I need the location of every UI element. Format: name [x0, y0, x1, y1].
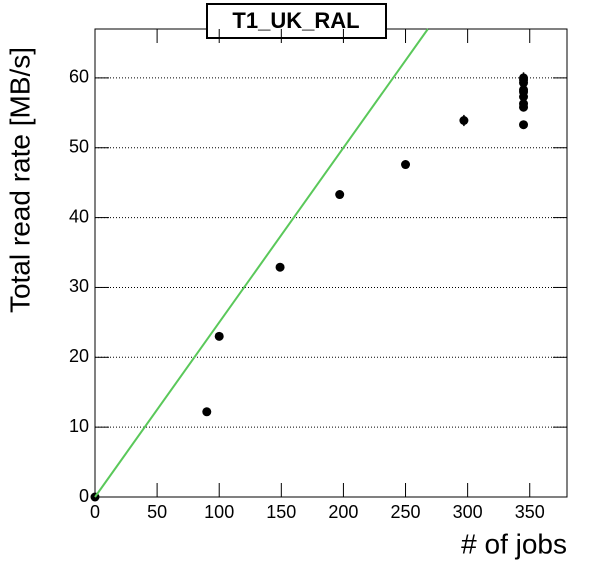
data-point	[275, 262, 285, 272]
data-point	[519, 120, 529, 130]
y-tick-label: 20	[69, 346, 89, 366]
y-tick-label: 30	[69, 276, 89, 296]
data-point	[214, 331, 224, 341]
chart-title: T1_UK_RAL	[232, 8, 359, 33]
data-point	[519, 73, 529, 83]
y-tick-label: 50	[69, 136, 89, 156]
data-point	[459, 116, 469, 126]
y-tick-label: 60	[69, 67, 89, 87]
y-axis-title: Total read rate [MB/s]	[4, 47, 35, 313]
y-tick-label: 0	[79, 486, 89, 506]
x-tick-label: 50	[147, 502, 167, 522]
data-point	[519, 85, 529, 95]
data-point	[202, 407, 212, 417]
x-tick-label: 300	[453, 502, 483, 522]
x-tick-label: 150	[266, 502, 296, 522]
data-point	[401, 160, 411, 170]
data-point	[519, 99, 529, 109]
title-box	[206, 3, 387, 39]
fit-line	[94, 28, 429, 498]
y-tick-label: 10	[69, 416, 89, 436]
data-point	[335, 190, 345, 200]
x-tick-label: 100	[204, 502, 234, 522]
x-tick-label: 350	[515, 502, 545, 522]
plot-frame	[94, 28, 568, 498]
y-tick-label: 40	[69, 206, 89, 226]
x-axis-title: # of jobs	[461, 528, 567, 559]
x-tick-label: 250	[391, 502, 421, 522]
x-tick-label: 0	[90, 502, 100, 522]
x-tick-label: 200	[328, 502, 358, 522]
